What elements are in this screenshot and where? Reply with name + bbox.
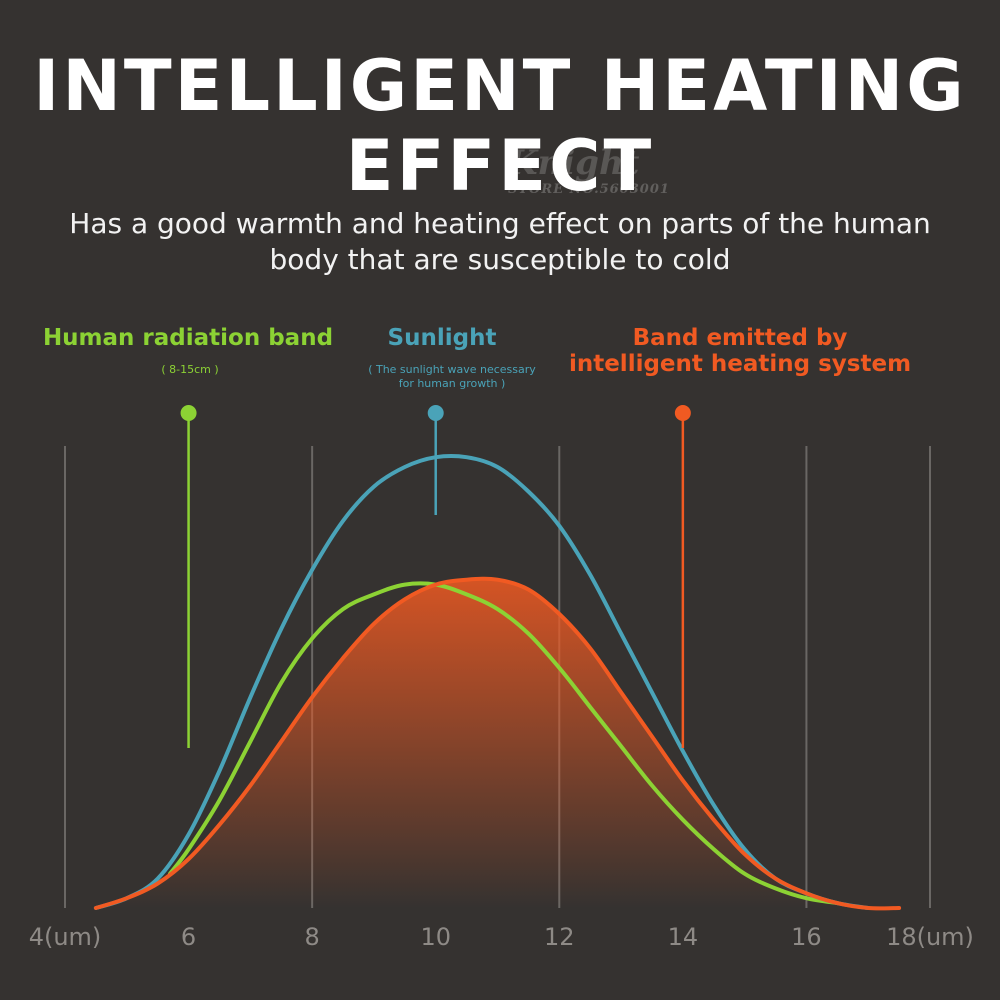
legend-human-radiation-note: ( 8-15cm ) (161, 363, 218, 376)
x-tick-label: 14 (668, 923, 699, 951)
chart-title-line2: EFFECT (345, 125, 655, 207)
x-tick-label: 4(um) (29, 923, 102, 951)
legend-heating-band: Band emitted by intelligent heating syst… (569, 325, 911, 377)
chart-subtitle-line1: Has a good warmth and heating effect on … (69, 207, 931, 240)
legend-human-radiation-label: Human radiation band (43, 325, 333, 351)
legend-sunlight-label: Sunlight (388, 325, 497, 351)
blue-marker-dot (427, 405, 444, 421)
store-watermark: Knight STORE NO.5603001 (508, 146, 670, 197)
watermark-store-number: STORE NO.5603001 (508, 182, 670, 197)
green-series-line (168, 581, 840, 906)
legend-sunlight-note-line1: ( The sunlight wave necessary (368, 363, 536, 376)
x-axis-ticks: 4(um) 6 8 10 12 14 16 18(um) (29, 923, 974, 951)
blue-series-line (93, 454, 871, 910)
legend-heating-band-label-line2: intelligent heating system (569, 351, 911, 377)
green-marker-dot (180, 405, 197, 421)
legend-sunlight: Sunlight ( The sunlight wave necessary f… (368, 325, 536, 390)
x-tick-label: 12 (544, 923, 575, 951)
chart-subtitle-line2: body that are susceptible to cold (269, 243, 731, 276)
orange-marker-dot (674, 405, 691, 421)
series-markers (180, 405, 691, 748)
orange-series-line (93, 576, 902, 911)
chart-title-line1: INTELLIGENT HEATING (33, 45, 967, 127)
x-tick-label: 8 (305, 923, 320, 951)
heating-band-area (95, 578, 900, 909)
x-tick-label: 6 (181, 923, 196, 951)
heating-area-fill (95, 578, 900, 909)
legend-heating-band-label-line1: Band emitted by (633, 325, 848, 351)
x-tick-label: 16 (791, 923, 822, 951)
series-lines (93, 454, 902, 911)
chart-title: INTELLIGENT HEATING EFFECT (0, 46, 1000, 206)
x-tick-label: 10 (420, 923, 451, 951)
legend-human-radiation: Human radiation band ( 8-15cm ) (43, 325, 333, 376)
watermark-logo: Knight (508, 143, 640, 183)
legend-sunlight-note-line2: for human growth ) (399, 377, 506, 390)
x-tick-label: 18(um) (886, 923, 974, 951)
chart-subtitle: Has a good warmth and heating effect on … (40, 206, 960, 278)
